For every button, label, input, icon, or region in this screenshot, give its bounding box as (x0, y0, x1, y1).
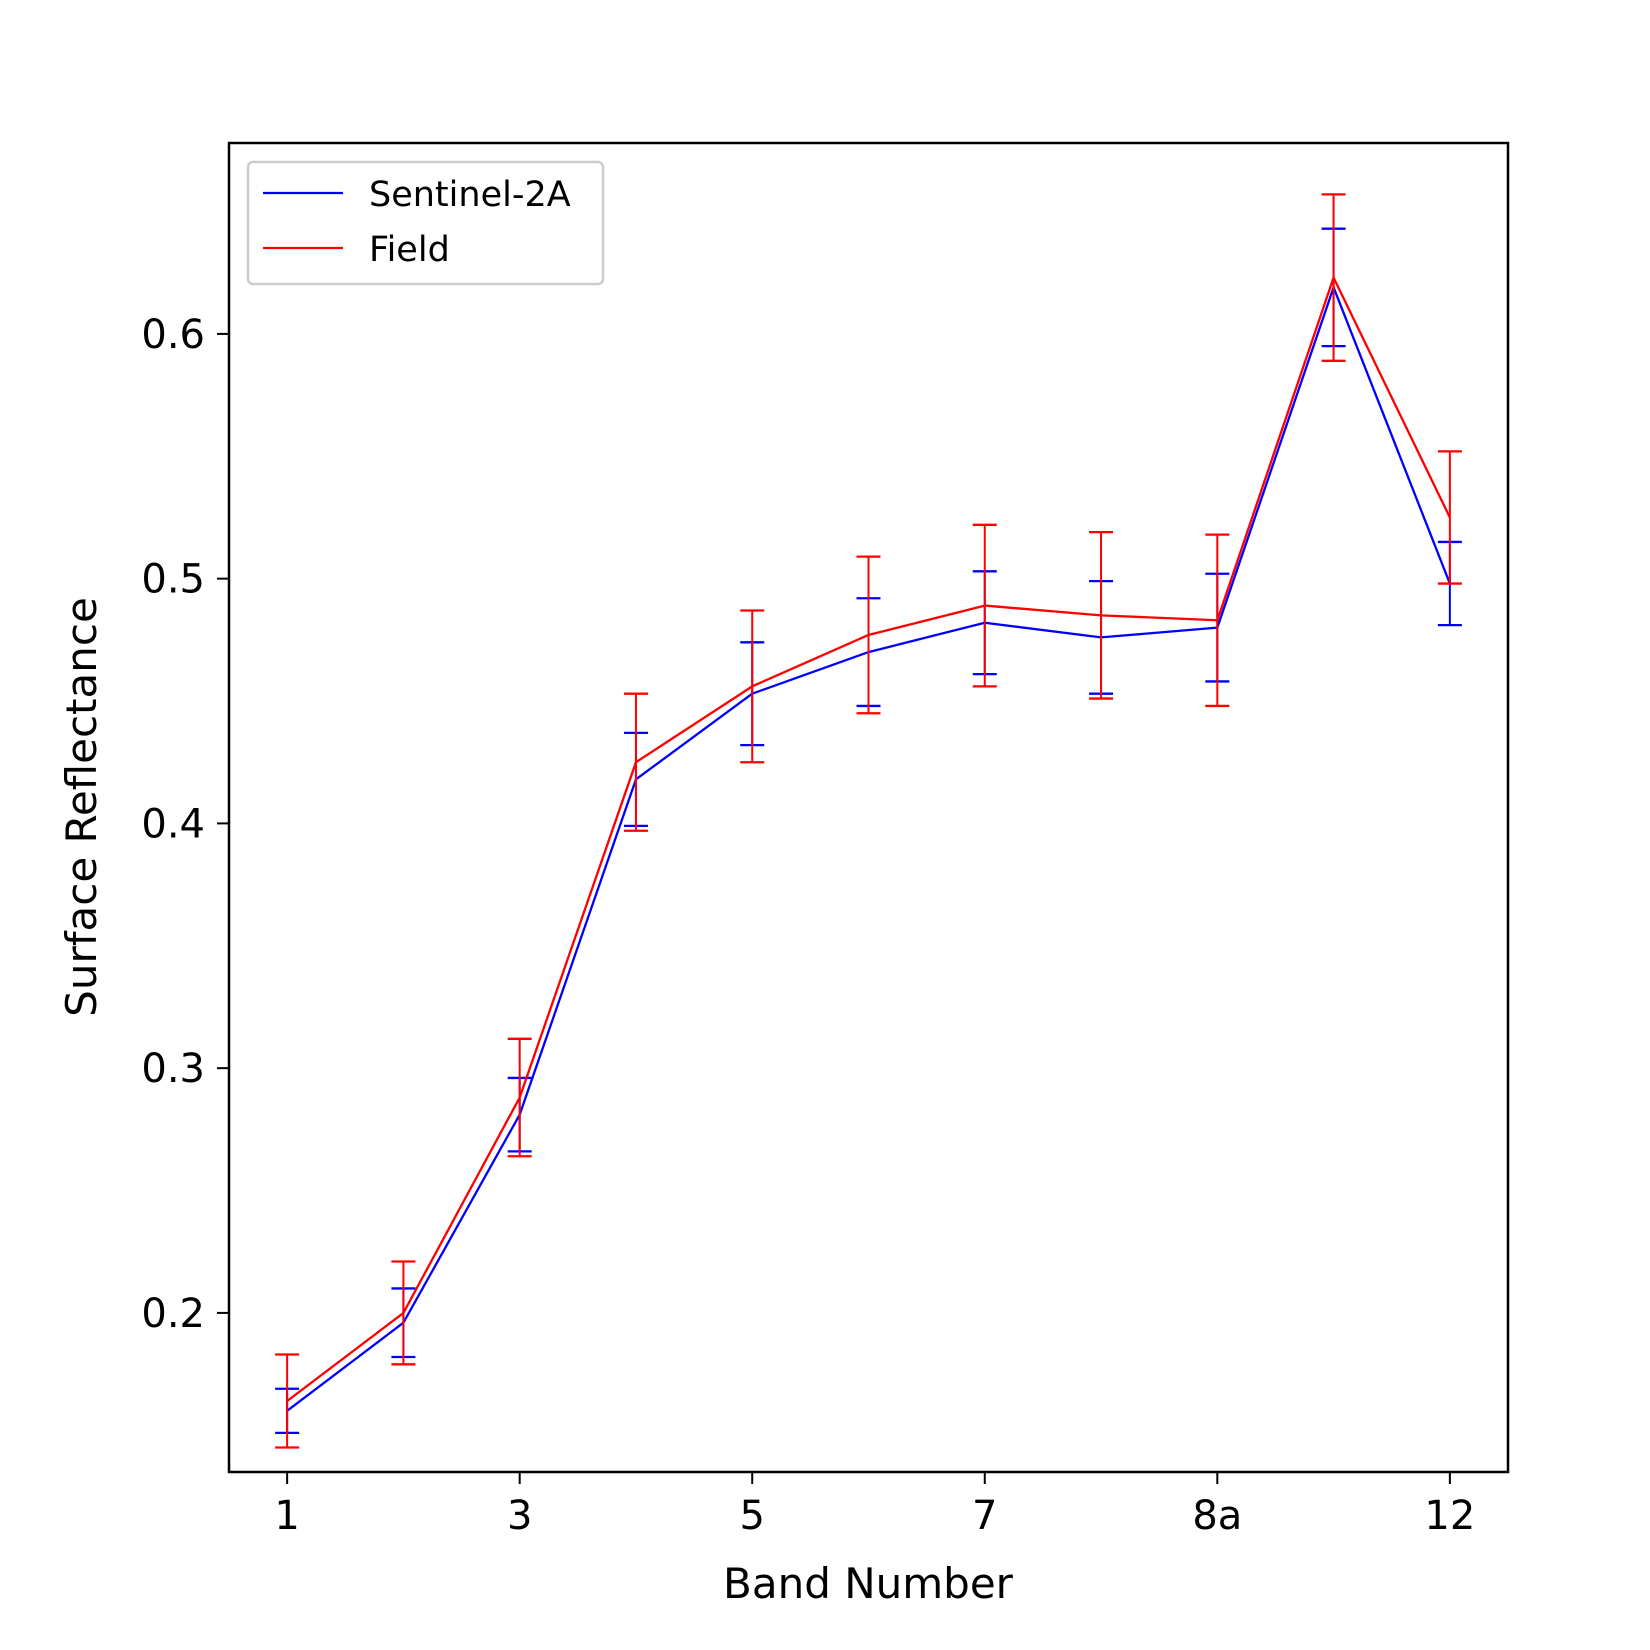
error-bar-field (1437, 450, 1462, 585)
y-axis-label: Surface Reflectance (57, 597, 106, 1017)
x-tick-label: 3 (507, 1493, 532, 1539)
x-tick-label: 8a (1192, 1493, 1242, 1539)
error-bar-field (856, 555, 881, 715)
error-bar-field (1321, 193, 1346, 362)
y-tick-label: 0.6 (141, 312, 205, 358)
y-tick-label: 0.2 (141, 1291, 205, 1337)
error-bar-field (1089, 531, 1114, 700)
y-tick-label: 0.5 (141, 557, 205, 603)
y-axis: 0.2 0.3 0.4 0.5 0.6 (141, 312, 229, 1337)
error-bar-field (507, 1037, 532, 1158)
legend: Sentinel-2A Field (246, 160, 605, 286)
error-bar-field (1205, 533, 1230, 708)
x-tick-label: 12 (1424, 1493, 1475, 1539)
error-bar-field (391, 1260, 416, 1366)
error-bar-field (623, 692, 648, 832)
y-tick-label: 0.4 (141, 801, 205, 847)
x-axis: 1 3 5 7 8a 12 (274, 1472, 1475, 1539)
error-bar-field (740, 609, 765, 764)
series-layer (275, 193, 1462, 1449)
x-tick-label: 1 (274, 1493, 299, 1539)
legend-label-sentinel-2a: Sentinel-2A (369, 175, 571, 215)
x-tick-label: 5 (740, 1493, 765, 1539)
x-tick-label: 7 (972, 1493, 997, 1539)
x-axis-label: Band Number (723, 1559, 1014, 1608)
legend-label-field: Field (369, 230, 450, 270)
y-tick-label: 0.3 (141, 1046, 205, 1092)
error-bar-field (275, 1353, 300, 1449)
series-field (275, 193, 1462, 1449)
error-bar-field (972, 523, 997, 688)
plot-frame (227, 141, 1510, 1474)
